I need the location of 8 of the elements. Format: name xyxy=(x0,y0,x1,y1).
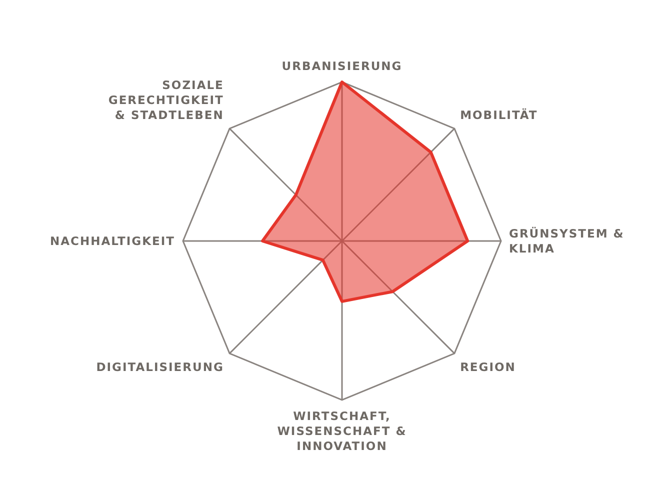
spoke-label: GRÜNSYSTEM & KLIMA xyxy=(509,226,624,256)
spoke-label: SOZIALE GERECHTIGKEIT & STADTLEBEN xyxy=(108,78,224,122)
spoke-label: WIRTSCHAFT, WISSENSCHAFT & INNOVATION xyxy=(277,409,407,453)
spoke-label: URBANISIERUNG xyxy=(282,59,402,73)
spoke-label: REGION xyxy=(460,360,516,374)
spoke-label: MOBILITÄT xyxy=(460,108,538,122)
spoke-label: DIGITALISIERUNG xyxy=(96,360,224,374)
spoke-label: NACHHALTIGKEIT xyxy=(50,234,175,248)
